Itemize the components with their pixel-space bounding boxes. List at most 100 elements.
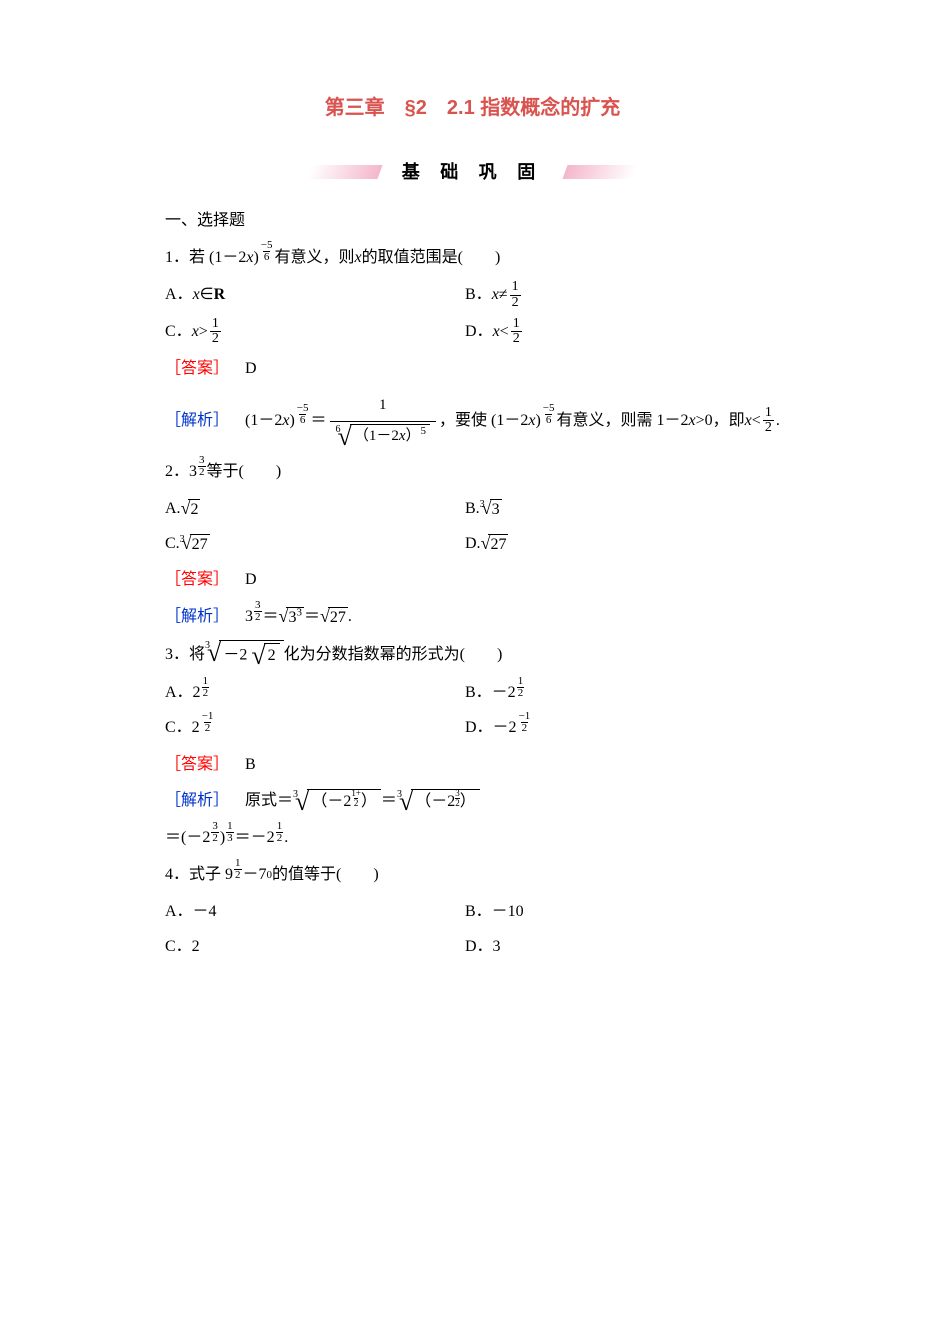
answer-label: ［答案］	[165, 751, 229, 780]
q1-c-pre: C．	[165, 318, 192, 347]
q1-row-cd: C． x > 1 2 D． x < 1 2	[165, 317, 780, 347]
q3-answer: ［答案］ B	[165, 751, 780, 780]
q3-in-body: 2	[264, 643, 280, 667]
q1-stem: 1． 若 (1－2 x ) −5 6 有意义，则 x 的取值范围是( )	[165, 244, 780, 273]
q3-pre: 将	[189, 641, 205, 670]
q3-s1-tn1: 1+	[351, 788, 361, 798]
q1-d-num: 1	[511, 317, 522, 332]
q3-outer-sqrt: 3 √ －2 √2	[205, 640, 284, 671]
q1-opt-c: C． x > 1 2	[165, 317, 465, 347]
q1-exp: −5 6	[260, 240, 274, 263]
q3-an-s1: 3√ （－21+12）	[293, 789, 381, 815]
q1-a-rel: ∈	[200, 281, 214, 310]
q2-analysis: ［解析］ 3 3 2 ＝ √33 ＝ √27 .	[165, 603, 780, 632]
q1-t3: 有意义，则	[275, 244, 355, 273]
q3-row-ab: A．2 12 B．－2 12	[165, 679, 780, 708]
q1-an-frac: 1 2	[763, 406, 774, 436]
q2-d: D.	[465, 530, 481, 559]
q3-l2-e1: 32	[211, 821, 219, 844]
q1-an-v4: x	[745, 407, 752, 436]
q3-in-pre: －2	[223, 647, 247, 664]
q3-an-s2: 3√ （－232）	[397, 789, 480, 815]
analysis-label: ［解析］	[165, 603, 229, 632]
q3-c-ed: 2	[204, 722, 212, 734]
q2-an-exp: 3 2	[254, 600, 262, 623]
q2-stem: 2． 3 3 2 等于( )	[165, 458, 780, 487]
q2-an-pre: 3	[229, 603, 253, 632]
q4-mid: －7	[243, 861, 267, 890]
q3-opt-b: B．－2 12	[465, 679, 525, 708]
q3-num: 3．	[165, 641, 189, 670]
q3-opt-c: C．2 −12	[165, 714, 465, 743]
q1-exp-den: 6	[263, 251, 271, 263]
q3-l2-rn: 1	[276, 821, 284, 832]
analysis-label: ［解析］	[165, 787, 229, 816]
q2-an-eq1: ＝	[263, 603, 279, 632]
q2-d-sqrt: √27	[481, 534, 509, 554]
q2-a-body: 2	[188, 499, 200, 519]
q3-s1-pre: （－2	[311, 793, 351, 810]
q3-l2-e3: 12	[276, 821, 284, 844]
q3-a-en: 1	[202, 676, 210, 687]
q3-l2-ed: 2	[211, 832, 219, 844]
q3-b: B．－2	[465, 679, 516, 708]
q2-opt-b: B. 3√3	[465, 495, 502, 524]
q3-answer-val: B	[229, 751, 256, 780]
q4-opt-d: D．3	[465, 933, 501, 962]
q1-d-var: x	[493, 318, 500, 347]
q1-c-num: 1	[210, 317, 221, 332]
q1-an-en2: 5	[549, 402, 555, 414]
q4-num: 4．	[165, 861, 189, 890]
q1-a-set: R	[214, 281, 226, 310]
q1-an-exp2: −5 6	[542, 403, 556, 426]
q1-bigfrac: 1 6 √ （1－2x）5	[330, 392, 436, 450]
q3-s2-pre: （－2	[415, 793, 455, 810]
q1-b-frac: 1 2	[510, 280, 521, 310]
q2-row-ab: A. √2 B. 3√3	[165, 495, 780, 524]
q2-b: B.	[465, 495, 480, 524]
q4-row-ab: A．－4 B．－10	[165, 898, 780, 927]
q2-an-s1: √33	[279, 607, 304, 627]
q3-c-en: 1	[208, 710, 214, 722]
q2-a: A.	[165, 495, 181, 524]
q3-d-exp: −12	[518, 711, 532, 734]
q2-an-ed: 2	[254, 611, 262, 623]
q1-an-v3: x	[689, 407, 696, 436]
q3-l2-rd: 2	[276, 832, 284, 844]
q3-l2-end: .	[284, 824, 288, 853]
q3-an-pre: 原式＝	[229, 787, 293, 816]
answer-label: ［答案］	[165, 566, 229, 595]
page-root: 第三章 §2 2.1 指数概念的扩充 基 础 巩 固 一、选择题 1． 若 (1…	[0, 0, 945, 1007]
q2-d-body: 27	[488, 534, 508, 554]
q3-eq1: ＝	[381, 787, 397, 816]
q2-opt-a: A. √2	[165, 495, 465, 524]
q1-b-rel: ≠	[499, 281, 508, 310]
q4-opt-b: B．－10	[465, 898, 524, 927]
q1-an-t2: )	[289, 407, 294, 436]
q1-c-den: 2	[210, 331, 221, 347]
q2-an-eq2: ＝	[304, 603, 320, 632]
q2-row-cd: C. 3√27 D. √27	[165, 530, 780, 559]
q2-b-body: 3	[490, 499, 502, 519]
q2-b-sqrt: 3√3	[480, 499, 502, 519]
q1-bf-exp: 5	[421, 425, 427, 437]
q3-inner-sqrt: √2	[251, 643, 279, 669]
q1-an-eq: ＝	[311, 407, 327, 436]
q1-answer-val: D	[229, 355, 257, 384]
q1-b-num: 1	[510, 280, 521, 295]
q2-an-s2b: 27	[328, 607, 348, 627]
q2-c-body: 27	[190, 534, 210, 554]
q3-row-cd: C．2 −12 D．－2 −12	[165, 714, 780, 743]
q2-an-en: 3	[254, 600, 262, 611]
q4-exp: 12	[234, 858, 242, 881]
q2-answer-val: D	[229, 566, 257, 595]
q3-stem: 3． 将 3 √ －2 √2 化为分数指数幂的形式为( )	[165, 640, 780, 671]
q1-t2: )	[253, 244, 258, 273]
q1-c-frac: 1 2	[210, 317, 221, 347]
q3-b-en: 1	[517, 676, 525, 687]
q3-s2-tf: 32	[455, 789, 460, 808]
q1-c-rel: >	[199, 318, 208, 347]
q1-d-den: 2	[511, 331, 522, 347]
q3-s2-tn: 3	[455, 789, 460, 798]
answer-label: ［答案］	[165, 355, 229, 384]
